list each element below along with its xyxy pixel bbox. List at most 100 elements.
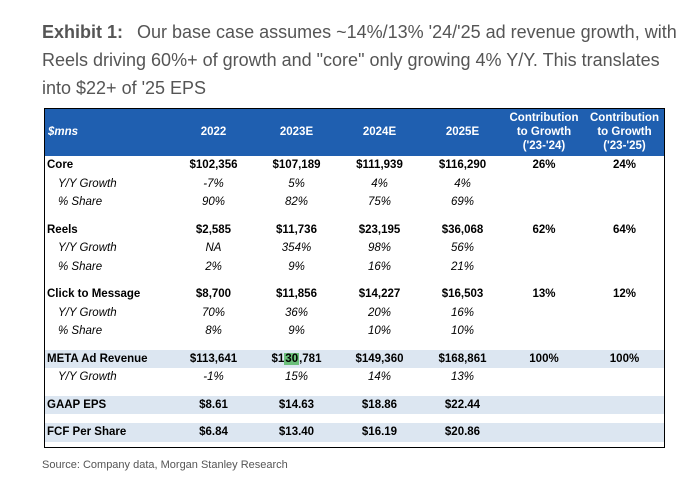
exhibit-caption: Our base case assumes ~14%/13% '24/'25 a… [42,22,677,98]
table-cell: $102,356 [189,159,238,172]
exhibit-label: Exhibit 1: [42,22,124,42]
row-label: % Share [58,196,103,209]
source-note: Source: Company data, Morgan Stanley Res… [42,459,288,471]
row-label: META Ad Revenue [44,349,172,368]
table-cell: 36% [284,306,309,319]
table-cell: 13% [450,371,475,384]
table-row: Click to Message $8,700 $11,856 $14,227 … [44,285,665,304]
table-cell: 69% [450,196,475,209]
table-cell: 100% [504,349,584,368]
row-label: Y/Y Growth [58,371,117,384]
table-cell: -7% [203,177,224,190]
table-cell: $111,939 [356,159,403,172]
table-cell: 8% [205,325,222,338]
table-cell: $107,189 [272,159,321,172]
table-cell: $16,503 [441,288,484,301]
revenue-table-container: $mns 2022 2023E 2024E 2025E Contribution… [44,108,665,448]
table-cell: $18.86 [338,395,421,414]
table-cell: 16% [367,260,392,273]
table-cell: 4% [454,177,471,190]
table-cell: $20.86 [421,423,504,442]
revenue-table: $mns 2022 2023E 2024E 2025E Contribution… [44,108,665,442]
table-cell: 4% [371,177,388,190]
table-cell: 26% [532,159,556,172]
table-cell: 56% [450,242,475,255]
table-cell: 10% [367,325,392,338]
table-cell: $8.61 [172,395,255,414]
table-cell: $113,641 [172,349,255,368]
row-label: % Share [58,260,103,273]
column-header: 2025E [445,126,480,138]
row-label: Y/Y Growth [58,242,117,255]
table-cell: 9% [288,325,305,338]
table-row: % Share 90% 82% 75% 69% [44,193,665,212]
table-row: GAAP EPS $8.61 $14.63 $18.86 $22.44 [44,395,665,414]
table-cell: 98% [367,242,392,255]
table-cell: 64% [612,223,637,236]
table-cell: $149,360 [338,349,421,368]
table-cell: 16% [450,306,475,319]
table-cell: 9% [288,260,305,273]
table-cell: $168,861 [421,349,504,368]
row-label: Core [47,159,74,172]
column-header: Contribution to Growth ('23-'24) [509,112,579,152]
table-cell: 100% [584,349,665,368]
table-row: Y/Y Growth 70% 36% 20% 16% [44,304,665,323]
table-cell: NA [205,242,222,255]
row-label: Y/Y Growth [58,177,117,190]
table-cell: 14% [367,371,392,384]
table-cell: -1% [203,371,224,384]
table-cell: 90% [201,196,226,209]
table-cell: $23,195 [358,223,401,236]
table-row: META Ad Revenue $113,641 $130,781 $149,3… [44,349,665,368]
table-header-row: $mns 2022 2023E 2024E 2025E Contribution… [44,108,665,156]
table-cell: $116,290 [438,159,487,172]
table-row: Reels $2,585 $11,736 $23,195 $36,068 62%… [44,221,665,240]
row-label: GAAP EPS [44,395,172,414]
row-label: Y/Y Growth [58,306,117,319]
table-cell: 15% [284,371,309,384]
table-row: % Share 2% 9% 16% 21% [44,258,665,277]
column-header: $mns [48,126,79,138]
table-cell: $6.84 [172,423,255,442]
column-header: 2022 [200,126,227,138]
table-cell: $11,856 [276,288,317,301]
column-header: 2024E [362,126,397,138]
column-header: 2023E [279,126,314,138]
text-highlight: 30 [284,352,300,365]
row-label: Click to Message [47,288,141,301]
table-cell: $22.44 [421,395,504,414]
table-row: % Share 8% 9% 10% 10% [44,322,665,341]
table-cell: $14.63 [255,395,338,414]
table-row: Y/Y Growth NA 354% 98% 56% [44,239,665,258]
highlighted-cell: $130,781 [255,349,338,368]
table-cell: 13% [532,288,556,301]
table-cell: 21% [450,260,475,273]
table-cell: $2,585 [195,223,232,236]
table-cell: 5% [288,177,305,190]
table-cell: $36,068 [441,223,484,236]
exhibit-title: Exhibit 1: Our base case assumes ~14%/13%… [42,18,682,102]
table-cell: 82% [284,196,309,209]
table-cell: 62% [532,223,556,236]
table-cell: 12% [612,288,637,301]
table-cell: 70% [201,306,226,319]
table-cell: $16.19 [338,423,421,442]
row-label: % Share [58,325,103,338]
table-cell: $14,227 [358,288,401,301]
highlighted-value: $130,781 [271,352,322,365]
table-row: FCF Per Share $6.84 $13.40 $16.19 $20.86 [44,423,665,442]
table-cell: 20% [367,306,392,319]
table-cell: 2% [205,260,222,273]
table-cell: $8,700 [195,288,232,301]
row-label: FCF Per Share [44,423,172,442]
table-cell: 24% [612,159,637,172]
table-row: Y/Y Growth -7% 5% 4% 4% [44,175,665,194]
table-cell: 10% [450,325,475,338]
table-cell: 354% [281,242,312,255]
row-label: Reels [47,223,78,236]
table-cell: 75% [367,196,392,209]
table-row: Y/Y Growth -1% 15% 14% 13% [44,368,665,387]
table-cell: $13.40 [255,423,338,442]
table-row: Core $102,356 $107,189 $111,939 $116,290… [44,156,665,175]
